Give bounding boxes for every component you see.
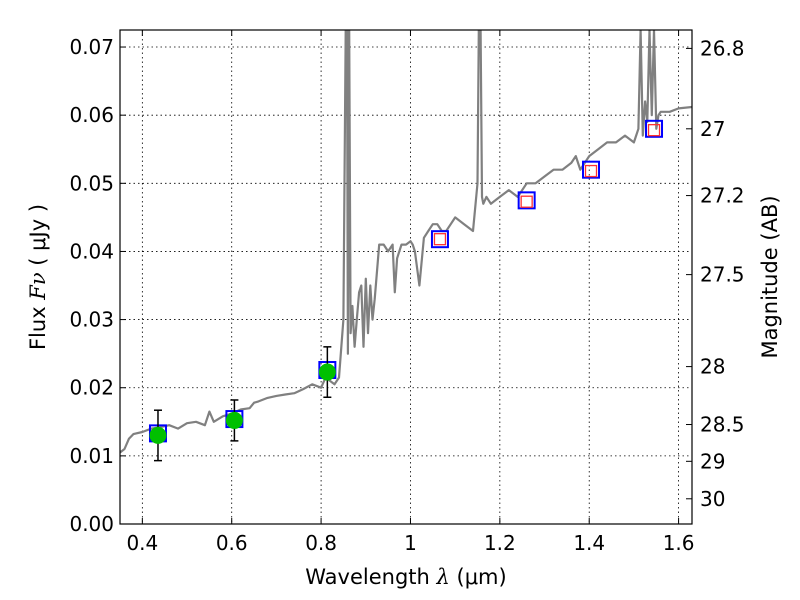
y-tick-label-7: 0.07	[69, 35, 114, 59]
upper-limit-point-2	[584, 164, 598, 178]
axis-ticks: 0.4 0.6 0.8 1 1.2 1.4 1.6 0.00 0.01 0.02 0.03 0.04 0…	[69, 30, 745, 555]
x-tick-label-6: 1.6	[663, 531, 695, 555]
y-tick-label-4: 0.04	[69, 239, 114, 263]
upper-limit-point-0	[433, 233, 447, 246]
y-tick-label-1: 0.01	[69, 444, 114, 468]
y-tick-label-6: 0.06	[69, 103, 114, 127]
y-tick-label-0: 0.00	[69, 512, 114, 536]
y-tick-label-2: 0.02	[69, 376, 114, 400]
plot-frame	[119, 29, 693, 525]
observed-point-2	[318, 363, 336, 381]
x-tick-label-4: 1.2	[484, 531, 516, 555]
x-tick-label-3: 1	[404, 531, 417, 555]
right-tick-label-1: 27	[700, 117, 725, 141]
right-tick-label-6: 29	[700, 449, 725, 473]
upper-limit-point-1	[520, 195, 533, 208]
model-point-5	[582, 160, 601, 179]
observed-point-1	[225, 411, 243, 429]
right-tick-label-3: 27.5	[700, 263, 745, 287]
model-point-4	[517, 191, 536, 210]
y-axis-label: Flux Fν ( μJy )	[26, 204, 50, 350]
y-right-axis-label: Magnitude (AB)	[758, 195, 782, 358]
x-tick-label-1: 0.6	[216, 531, 248, 555]
x-tick-label-2: 0.8	[305, 531, 337, 555]
model-point-6	[645, 119, 664, 138]
upper-limit-point-3	[647, 124, 661, 137]
y-tick-label-3: 0.03	[69, 308, 114, 332]
right-tick-label-7: 30	[700, 487, 725, 511]
observed-point-0	[149, 426, 167, 444]
spectrum-line	[120, 30, 692, 454]
photometry-markers	[148, 119, 664, 462]
grid	[120, 30, 692, 525]
right-tick-label-5: 28.5	[700, 413, 745, 437]
plot-area	[120, 30, 692, 462]
y-tick-label-5: 0.05	[69, 171, 114, 195]
right-tick-label-4: 28	[700, 355, 725, 379]
x-tick-label-0: 0.4	[126, 531, 158, 555]
right-tick-label-0: 26.8	[700, 36, 745, 60]
right-tick-label-2: 27.2	[700, 184, 745, 208]
x-tick-label-5: 1.4	[573, 531, 605, 555]
x-axis-label: Wavelength λ (μm)	[305, 565, 506, 589]
model-point-3	[430, 230, 449, 249]
